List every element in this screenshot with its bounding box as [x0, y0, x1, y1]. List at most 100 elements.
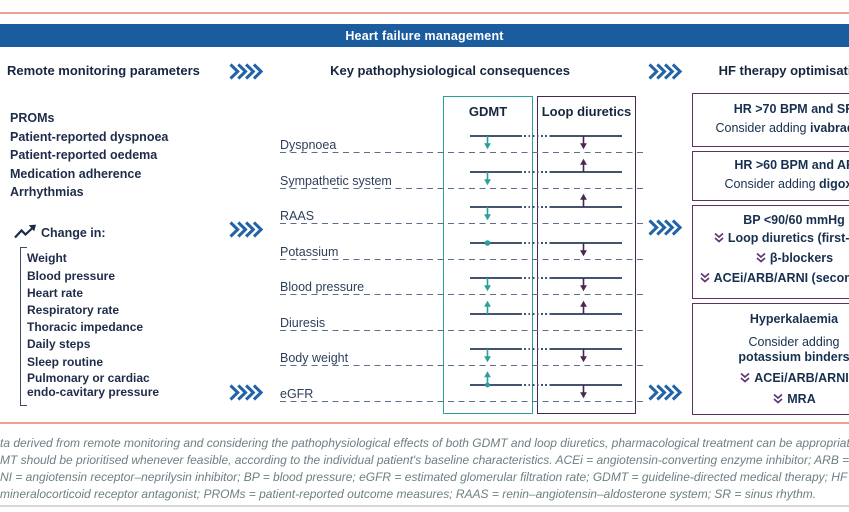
loop-effect-arrow-icon	[577, 157, 590, 187]
monitoring-item: Arrhythmias	[10, 185, 84, 199]
therapy-condition: HR >70 BPM and SR	[733, 102, 849, 116]
change-item: Thoracic impedance	[27, 320, 144, 334]
flow-chevrons-icon	[648, 63, 684, 80]
gdmt-effect-arrow-icon	[481, 370, 494, 400]
consequence-label: Body weight	[280, 351, 349, 365]
therapy-box-low-bp: BP <90/60 mmHg Loop diuretics (first-lin…	[692, 205, 849, 299]
gdmt-effect-arrow-icon	[481, 228, 494, 258]
row-separator	[280, 152, 645, 154]
figure-title: Heart failure management	[345, 28, 504, 43]
consequence-label: Potassium	[280, 245, 339, 259]
footnote-line: ta derived from remote monitoring and co…	[0, 436, 849, 450]
loop-effect-arrow-icon	[577, 263, 590, 293]
flow-chevrons-icon	[648, 219, 684, 236]
monitoring-item: Medication adherence	[10, 167, 142, 181]
row-separator	[280, 259, 645, 261]
double-chevron-down-icon	[772, 393, 784, 405]
bottom-divider	[0, 505, 849, 507]
therapy-step: Loop diuretics (first-line)	[693, 231, 849, 245]
monitoring-item: PROMs	[10, 111, 55, 125]
consequence-label: Diuresis	[280, 316, 326, 330]
gdmt-effect-arrow-icon	[481, 157, 494, 187]
consequence-row: Sympathetic system	[0, 157, 849, 191]
therapy-step: ACEi/ARB/ARNI (second-line)	[693, 271, 849, 285]
therapy-action: Consider adding digoxin	[724, 177, 849, 191]
loop-effect-arrow-icon	[577, 192, 590, 222]
consequence-label: Blood pressure	[280, 280, 365, 294]
loop-effect-arrow-icon	[577, 228, 590, 258]
row-separator	[280, 401, 645, 403]
top-divider	[0, 12, 849, 14]
therapy-step: MRA	[693, 392, 849, 406]
column-header-therapy: HF therapy optimisation	[718, 63, 849, 78]
gdmt-box: GDMT	[443, 96, 533, 414]
consequence-row: Blood pressure	[0, 263, 849, 297]
double-chevron-down-icon	[755, 252, 767, 264]
double-chevron-down-icon	[699, 272, 711, 284]
therapy-action-bold: potassium binders	[738, 350, 849, 364]
gdmt-effect-arrow-icon	[481, 263, 494, 293]
consequence-label: RAAS	[280, 209, 315, 223]
therapy-step: ACEi/ARB/ARNI	[693, 371, 849, 385]
trend-up-icon	[13, 224, 39, 240]
therapy-action: Consider adding ivabradine	[715, 121, 849, 135]
change-items-bracket	[20, 247, 27, 406]
loop-box-header: Loop diuretics	[541, 104, 632, 119]
change-item: Blood pressure	[27, 269, 116, 283]
row-separator	[280, 365, 645, 367]
row-separator	[280, 223, 645, 225]
consequence-row: Diuresis	[0, 299, 849, 333]
consequence-row: Potassium	[0, 228, 849, 262]
change-item: Weight	[27, 251, 67, 265]
row-separator	[280, 294, 645, 296]
double-chevron-down-icon	[739, 372, 751, 384]
flow-chevrons-icon	[229, 221, 265, 238]
column-header-remote-monitoring: Remote monitoring parameters	[7, 63, 200, 78]
footnote-line: NI = angiotensin receptor–neprilysin inh…	[0, 470, 849, 484]
consequence-label: Dyspnoea	[280, 138, 337, 152]
gdmt-effect-arrow-icon	[481, 121, 494, 151]
column-header-consequences: Key pathophysiological consequences	[330, 63, 570, 78]
consequence-label: Sympathetic system	[280, 174, 392, 188]
change-item: Heart rate	[27, 286, 84, 300]
flow-chevrons-icon	[229, 384, 265, 401]
loop-effect-arrow-icon	[577, 334, 590, 364]
therapy-action: Consider adding	[748, 335, 840, 349]
flow-chevrons-icon	[648, 384, 684, 401]
title-bar: Heart failure management	[0, 24, 849, 47]
consequence-label: eGFR	[280, 387, 314, 401]
therapy-condition: HR >60 BPM and AF	[734, 158, 849, 172]
loop-effect-arrow-icon	[577, 121, 590, 151]
monitoring-item: Patient-reported dyspnoea	[10, 130, 169, 144]
flow-chevrons-icon	[229, 63, 265, 80]
row-separator	[280, 188, 645, 190]
consequence-row: Dyspnoea	[0, 121, 849, 155]
double-chevron-down-icon	[713, 232, 725, 244]
footnote-divider	[0, 422, 849, 424]
therapy-condition: BP <90/60 mmHg	[743, 213, 845, 227]
row-separator	[280, 330, 645, 332]
gdmt-effect-arrow-icon	[481, 334, 494, 364]
footnote-line: mineralocorticoid receptor antagonist; P…	[0, 487, 817, 501]
footnote-line: MT should be prioritised whenever feasib…	[0, 453, 849, 467]
change-in-label: Change in:	[41, 226, 106, 240]
change-item: Daily steps	[27, 337, 91, 351]
consequence-row: Body weight	[0, 334, 849, 368]
loop-effect-arrow-icon	[577, 370, 590, 400]
therapy-step: β-blockers	[693, 251, 849, 265]
loop-effect-arrow-icon	[577, 299, 590, 329]
change-item: Respiratory rate	[27, 303, 120, 317]
gdmt-box-header: GDMT	[468, 104, 508, 119]
monitoring-item: Patient-reported oedema	[10, 148, 158, 162]
therapy-box-hyperkalaemia: Hyperkalaemia Consider adding potassium …	[692, 303, 849, 415]
consequence-row: RAAS	[0, 192, 849, 226]
change-item: Pulmonary or cardiac endo-cavitary press…	[27, 371, 160, 399]
gdmt-effect-arrow-icon	[481, 192, 494, 222]
gdmt-effect-arrow-icon	[481, 299, 494, 329]
loop-diuretics-box: Loop diuretics	[537, 96, 636, 414]
therapy-box-hr-af: HR >60 BPM and AF Consider adding digoxi…	[692, 151, 849, 201]
therapy-box-hr-sr: HR >70 BPM and SR Consider adding ivabra…	[692, 93, 849, 147]
change-item: Sleep routine	[27, 355, 104, 369]
consequence-row: eGFR	[0, 370, 849, 404]
